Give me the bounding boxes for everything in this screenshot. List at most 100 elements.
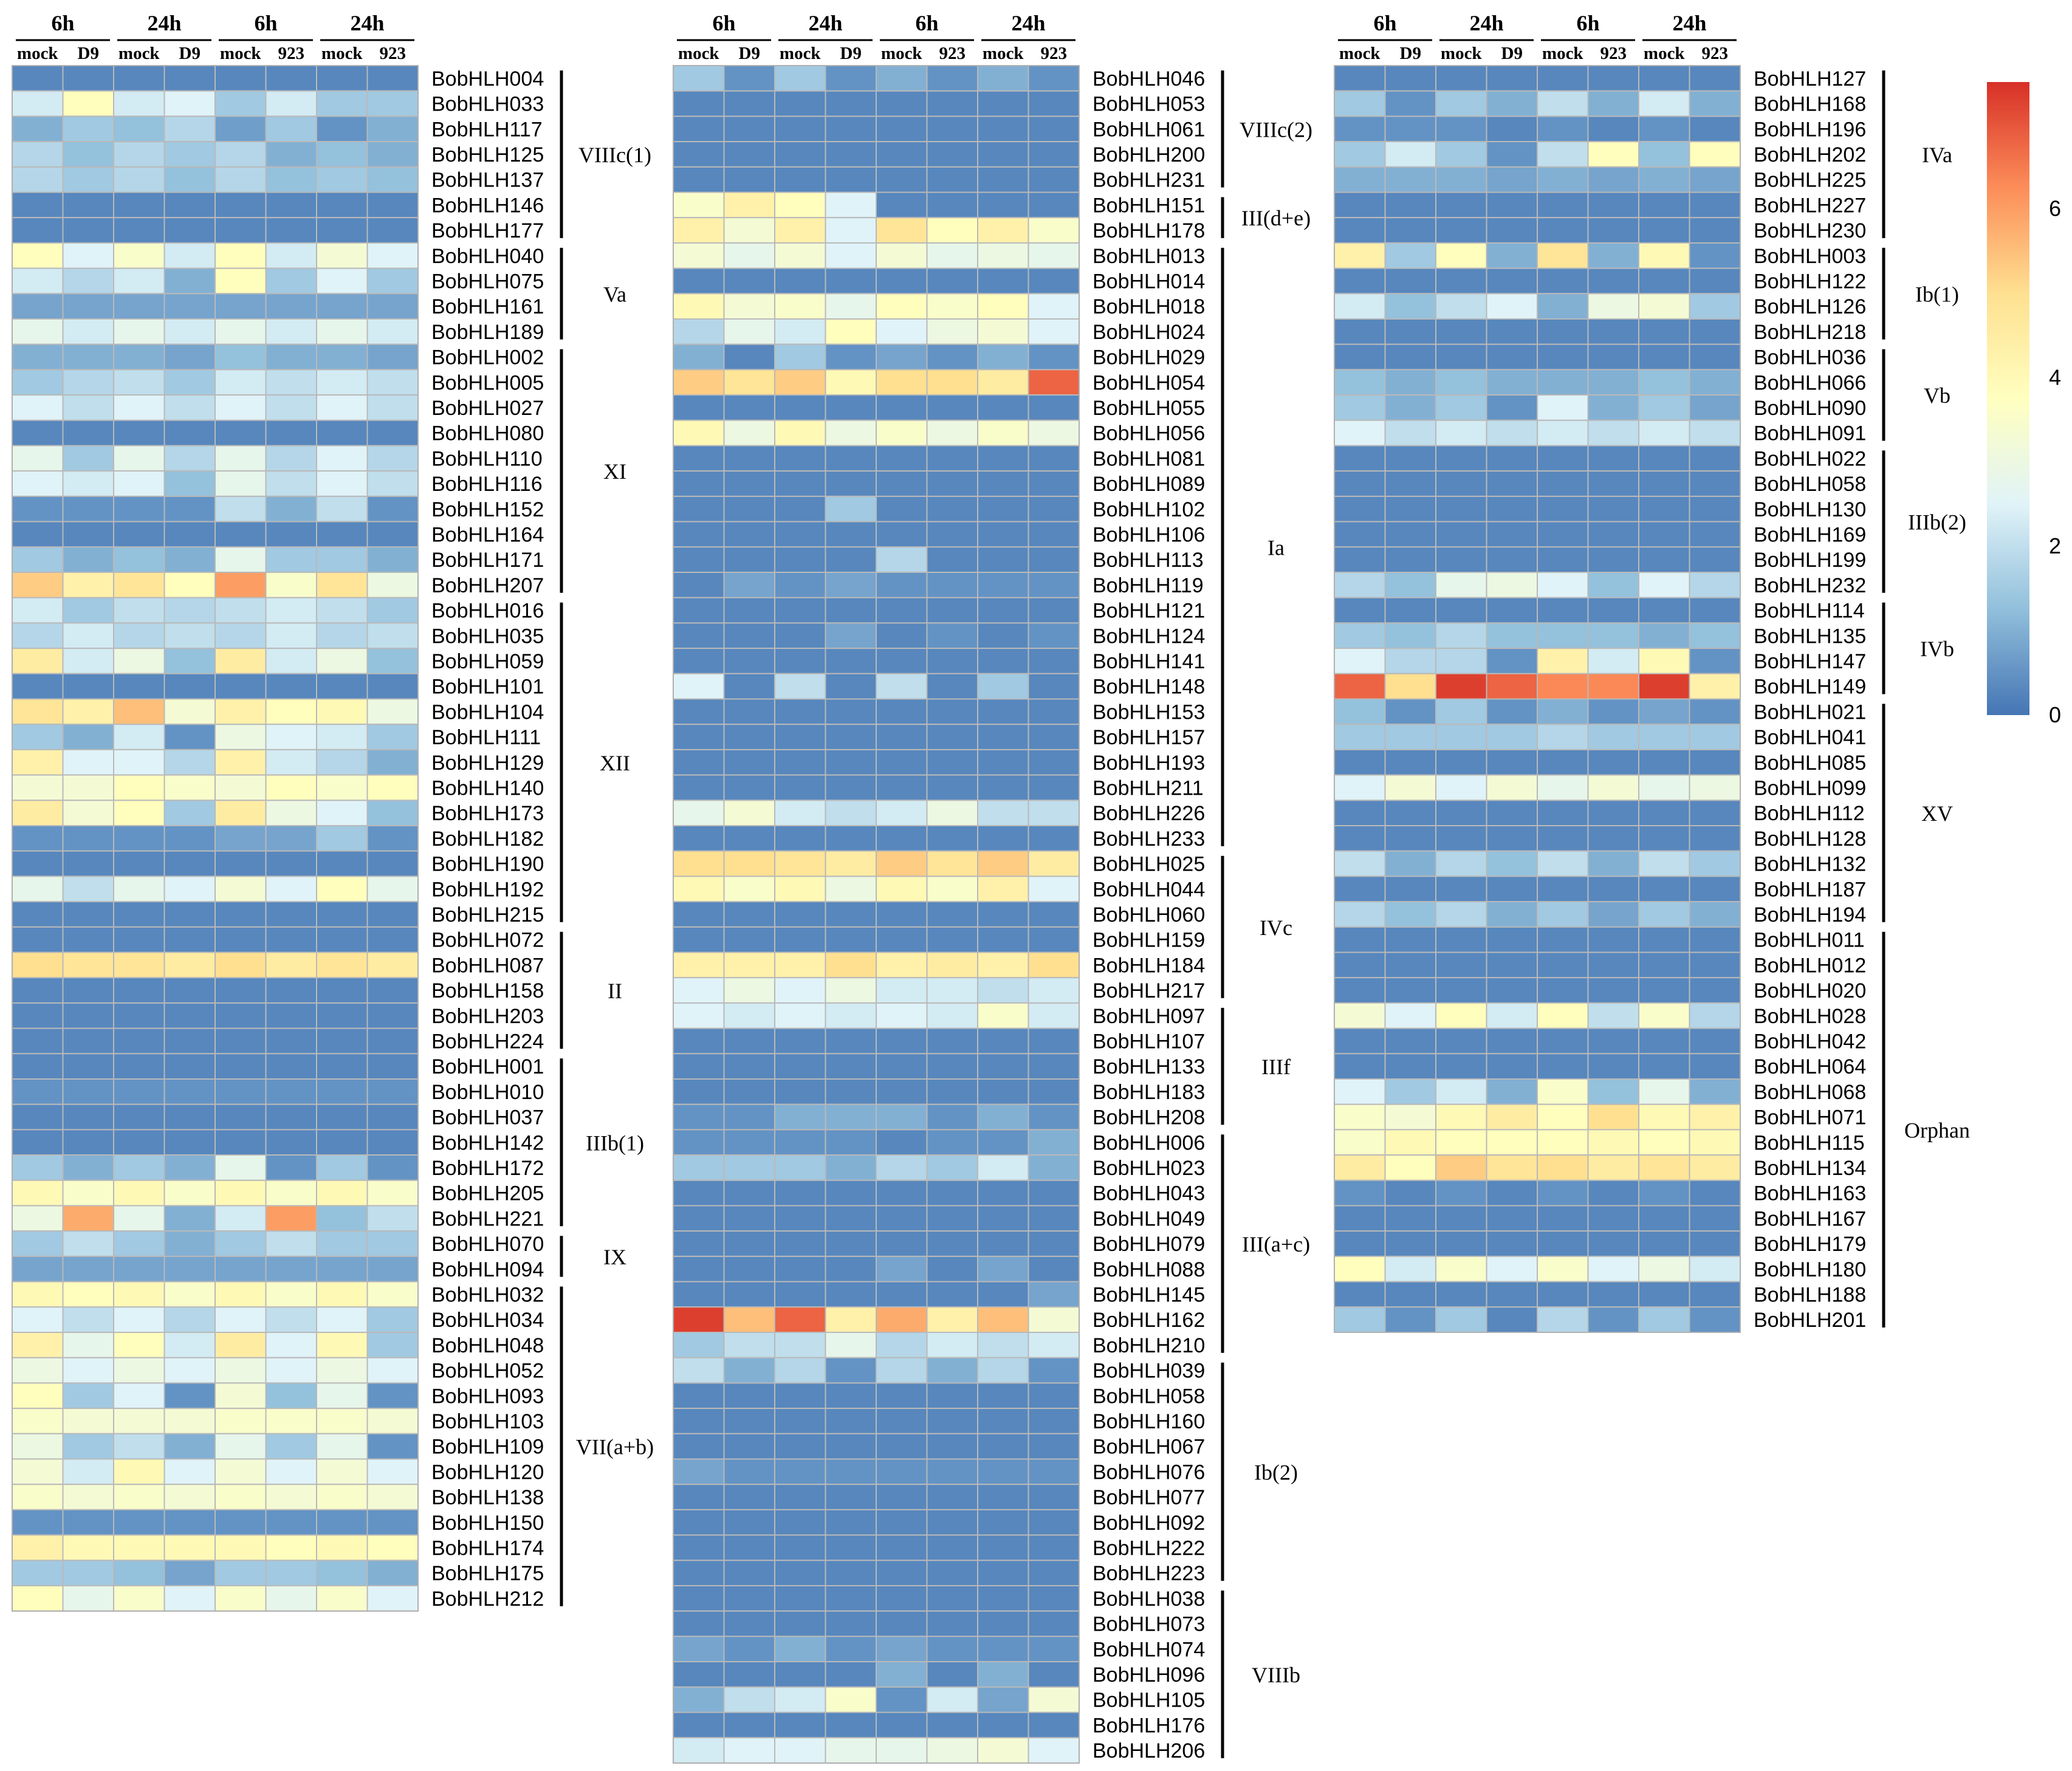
heatmap-cell xyxy=(926,419,978,447)
heatmap-cell xyxy=(1587,546,1639,573)
heatmap-cell xyxy=(977,1332,1029,1358)
heatmap-cell xyxy=(1334,1205,1386,1232)
heatmap-cell xyxy=(163,648,216,674)
gene-label: BobHLH192 xyxy=(431,878,544,901)
heatmap-cell xyxy=(214,1484,267,1510)
heatmap-cell xyxy=(1384,673,1436,700)
heatmap-cell xyxy=(926,445,978,472)
gene-label: BobHLH200 xyxy=(1093,143,1205,166)
heatmap-cell xyxy=(1587,166,1639,193)
gene-label: BobHLH079 xyxy=(1093,1233,1205,1256)
heatmap-cell xyxy=(673,1509,725,1536)
heatmap-cell xyxy=(1537,65,1589,92)
heatmap-cell xyxy=(825,1408,877,1434)
heatmap-cell xyxy=(62,1281,114,1308)
heatmap-cell xyxy=(876,1610,928,1637)
heatmap-cell xyxy=(1486,698,1538,725)
heatmap-cell xyxy=(62,673,114,700)
gene-label: BobHLH029 xyxy=(1093,346,1205,369)
gene-label: BobHLH162 xyxy=(1093,1309,1205,1332)
heatmap-cell xyxy=(62,495,114,522)
heatmap-cell xyxy=(1435,1205,1487,1232)
heatmap-cell xyxy=(876,1509,928,1536)
heatmap-cell xyxy=(1537,1027,1589,1055)
gene-label: BobHLH074 xyxy=(1093,1638,1205,1661)
heatmap-cell xyxy=(366,369,419,396)
heatmap-cell xyxy=(1334,521,1386,548)
gene-label: BobHLH067 xyxy=(1093,1436,1205,1459)
gene-label: BobHLH211 xyxy=(1093,776,1204,800)
heatmap-cell xyxy=(62,293,114,320)
heatmap-cell xyxy=(673,445,725,472)
heatmap-cell xyxy=(1486,977,1538,1004)
gene-label: BobHLH034 xyxy=(431,1309,544,1332)
heatmap-cell xyxy=(1486,1027,1538,1055)
heatmap-cell xyxy=(12,901,64,928)
heatmap-cell xyxy=(214,926,267,953)
heatmap-cell xyxy=(62,1382,114,1410)
heatmap-cell xyxy=(316,1560,368,1587)
heatmap-cell xyxy=(1638,419,1690,447)
gene-label: BobHLH033 xyxy=(431,93,544,116)
gene-label: BobHLH168 xyxy=(1754,93,1866,116)
heatmap-cell xyxy=(1027,1129,1080,1156)
heatmap-cell xyxy=(214,1027,267,1055)
heatmap-cell xyxy=(366,191,419,219)
heatmap-cell xyxy=(265,267,317,295)
heatmap-cell xyxy=(366,1179,419,1207)
heatmap-cell xyxy=(316,1002,368,1029)
heatmap-cell xyxy=(673,1585,725,1612)
heatmap-cell xyxy=(774,191,826,219)
heatmap-cell xyxy=(774,1078,826,1105)
heatmap-cell xyxy=(977,115,1029,143)
heatmap-cell xyxy=(214,1179,267,1207)
heatmap-cell xyxy=(876,546,928,573)
condition-label: 923 xyxy=(278,44,305,63)
heatmap-cell xyxy=(774,901,826,928)
heatmap-cell xyxy=(214,977,267,1004)
heatmap-cell xyxy=(1027,65,1080,92)
heatmap-cell xyxy=(673,622,725,649)
heatmap-cell xyxy=(265,1306,317,1334)
heatmap-cell xyxy=(1334,546,1386,573)
heatmap-cell xyxy=(1384,951,1436,979)
heatmap-cell xyxy=(1384,901,1436,928)
heatmap-cell xyxy=(977,1281,1029,1308)
heatmap-cell xyxy=(825,648,877,674)
heatmap-cell xyxy=(316,1129,368,1156)
heatmap-cell xyxy=(113,1433,165,1460)
heatmap-cell xyxy=(876,673,928,700)
heatmap-cell xyxy=(62,850,114,877)
heatmap-cell xyxy=(62,394,114,421)
heatmap-cell xyxy=(62,1332,114,1358)
heatmap-cell xyxy=(265,115,317,143)
heatmap-cell xyxy=(825,673,877,700)
heatmap-cell xyxy=(977,774,1029,801)
heatmap-cell xyxy=(1027,217,1080,244)
heatmap-cell xyxy=(1689,115,1741,143)
heatmap-cell xyxy=(673,648,725,674)
heatmap-cell xyxy=(1486,748,1538,776)
heatmap-cell xyxy=(723,850,775,877)
heatmap-cell xyxy=(265,394,317,421)
heatmap-cell xyxy=(1537,1053,1589,1080)
heatmap-cell xyxy=(265,1534,317,1561)
heatmap-cell xyxy=(113,951,165,979)
heatmap-cell xyxy=(316,597,368,624)
heatmap-cell xyxy=(774,774,826,801)
gene-label: BobHLH058 xyxy=(1093,1385,1205,1408)
heatmap-cell xyxy=(1537,1306,1589,1334)
gene-label: BobHLH164 xyxy=(431,523,544,546)
heatmap-cell xyxy=(316,622,368,649)
heatmap-cell xyxy=(214,495,267,522)
heatmap-cell xyxy=(1537,597,1589,624)
heatmap-cell xyxy=(977,166,1029,193)
heatmap-cell xyxy=(876,1585,928,1612)
heatmap-cell xyxy=(62,1154,114,1181)
heatmap-cell xyxy=(163,622,216,649)
gene-label: BobHLH101 xyxy=(431,676,544,699)
heatmap-cell xyxy=(673,1230,725,1257)
heatmap-cell xyxy=(926,1230,978,1257)
heatmap-cell xyxy=(214,1129,267,1156)
